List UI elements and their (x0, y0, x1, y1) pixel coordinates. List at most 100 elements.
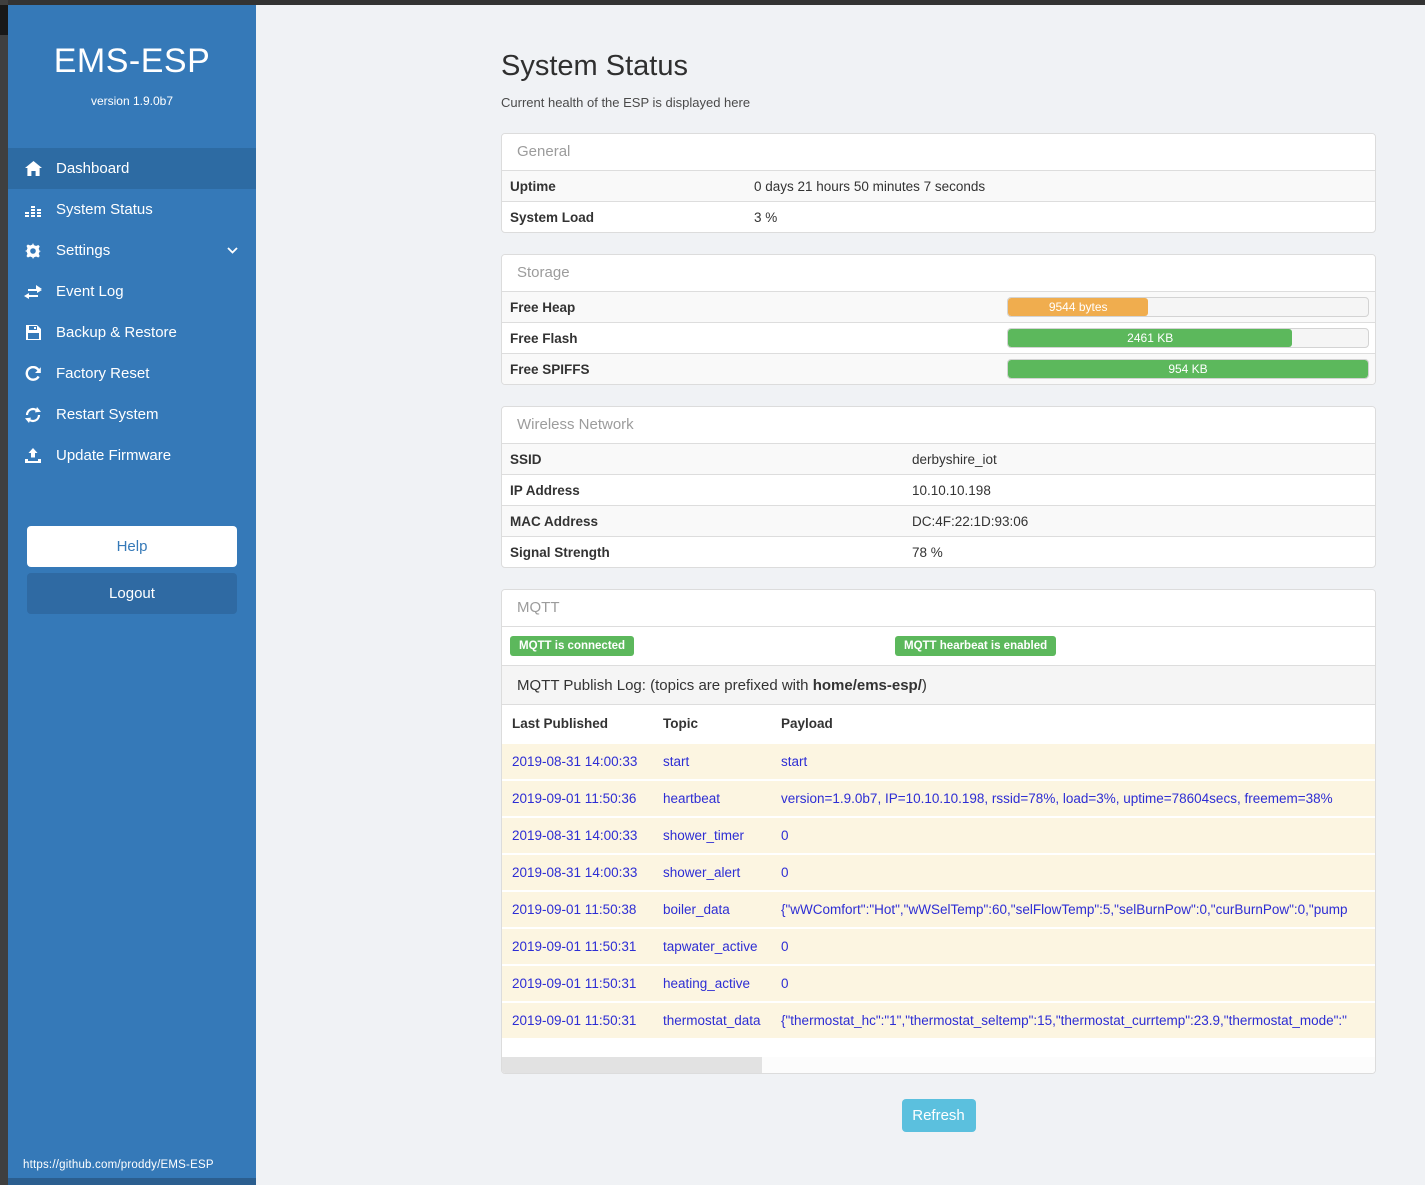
help-button[interactable]: Help (27, 526, 237, 567)
row-value: DC:4F:22:1D:93:06 (912, 513, 1029, 529)
exchange-icon (23, 284, 43, 299)
free-heap-progress-bar: 9544 bytes (1008, 298, 1149, 316)
uptime-row: Uptime 0 days 21 hours 50 minutes 7 secon… (502, 170, 1375, 201)
log-payload: start (781, 754, 808, 769)
row-label: IP Address (510, 482, 580, 498)
sidebar-item-label: Factory Reset (56, 365, 150, 382)
sidebar-header: EMS-ESP version 1.9.0b7 (8, 0, 256, 108)
row-label: MAC Address (510, 513, 599, 529)
row-value: 10.10.10.198 (912, 482, 991, 498)
panel-mqtt-title: MQTT (502, 590, 1375, 626)
log-title-prefix: MQTT Publish Log: (topics are prefixed w… (517, 677, 813, 694)
log-payload: version=1.9.0b7, IP=10.10.10.198, rssid=… (781, 791, 1333, 806)
mqtt-table-spacer (502, 1038, 1375, 1057)
sidebar-item-update-firmware[interactable]: Update Firmware (8, 435, 256, 476)
sidebar-item-label: Dashboard (56, 160, 130, 177)
mqtt-table-header: Last Published Topic Payload (502, 705, 1375, 742)
sidebar-item-label: Event Log (56, 283, 124, 300)
log-last-published: 2019-08-31 14:00:33 (512, 865, 638, 880)
mqtt-log-row: 2019-08-31 14:00:33 shower_timer 0 (502, 816, 1375, 853)
logout-button[interactable]: Logout (27, 573, 237, 614)
sidebar-item-dashboard[interactable]: Dashboard (8, 148, 256, 189)
app-title: EMS-ESP (53, 42, 211, 80)
panel-mqtt: MQTT MQTT is connected MQTT hearbeat is … (501, 589, 1376, 1074)
panel-wireless-title: Wireless Network (502, 407, 1375, 443)
row-label: Signal Strength (510, 544, 610, 560)
page-scrollbar-thumb[interactable] (0, 5, 8, 35)
sidebar: EMS-ESP version 1.9.0b7 Dashboard System … (8, 0, 256, 1185)
mqtt-log-row: 2019-09-01 11:50:31 tapwater_active 0 (502, 927, 1375, 964)
github-link[interactable]: https://github.com/proddy/EMS-ESP (23, 1159, 214, 1171)
sidebar-item-label: Restart System (56, 406, 159, 423)
upload-icon (23, 448, 43, 463)
log-payload: 0 (781, 976, 789, 991)
sidebar-item-system-status[interactable]: System Status (8, 189, 256, 230)
sidebar-nav: Dashboard System Status Settings Event Log B… (8, 148, 256, 476)
sidebar-item-restart-system[interactable]: Restart System (8, 394, 256, 435)
mqtt-log-row: 2019-09-01 11:50:31 thermostat_data {"ther… (502, 1001, 1375, 1038)
refresh-icon (23, 406, 43, 423)
window-top-edge (0, 0, 1425, 5)
refresh-button[interactable]: Refresh (901, 1099, 976, 1132)
log-payload: 0 (781, 865, 789, 880)
log-last-published: 2019-08-31 14:00:33 (512, 754, 638, 769)
levels-icon (23, 203, 43, 217)
mqtt-badge-row: MQTT is connected MQTT hearbeat is enabl… (502, 626, 1375, 665)
row-label: Free SPIFFS (510, 361, 590, 377)
log-last-published: 2019-09-01 11:50:36 (512, 791, 637, 806)
free-flash-row: Free Flash 2461 KB (502, 322, 1375, 353)
page-title: System Status (501, 50, 688, 82)
log-title-topic-prefix: home/ems-esp/ (812, 677, 922, 694)
free-flash-progress-track: 2461 KB (1007, 328, 1369, 348)
sidebar-item-backup-restore[interactable]: Backup & Restore (8, 312, 256, 353)
mqtt-hscrollbar-thumb[interactable] (502, 1057, 762, 1073)
sidebar-item-event-log[interactable]: Event Log (8, 271, 256, 312)
row-label: Free Heap (510, 299, 576, 315)
main-content: System Status Current health of the ESP … (256, 0, 1425, 1185)
mqtt-log-row: 2019-09-01 11:50:36 heartbeat version=1.9.… (502, 779, 1375, 816)
log-last-published: 2019-09-01 11:50:31 (512, 939, 637, 954)
log-topic: shower_alert (663, 865, 741, 880)
log-payload: {"thermostat_hc":"1","thermostat_seltemp… (781, 1013, 1347, 1028)
panel-storage-title: Storage (502, 255, 1375, 291)
row-value: 0 days 21 hours 50 minutes 7 seconds (754, 178, 986, 194)
log-last-published: 2019-09-01 11:50:31 (512, 1013, 637, 1028)
log-payload: {"wWComfort":"Hot","wWSelTemp":60,"selFl… (781, 902, 1348, 917)
mqtt-connected-badge: MQTT is connected (510, 636, 635, 656)
log-topic: shower_timer (663, 828, 745, 843)
panel-general-title: General (502, 134, 1375, 170)
sidebar-item-label: Backup & Restore (56, 324, 177, 341)
sidebar-item-label: Update Firmware (56, 447, 172, 464)
row-label: System Load (510, 209, 595, 225)
mqtt-heartbeat-badge: MQTT hearbeat is enabled (895, 636, 1057, 656)
page-subtitle: Current health of the ESP is displayed h… (501, 95, 751, 110)
gear-icon (23, 242, 43, 259)
panel-general: General Uptime 0 days 21 hours 50 minutes… (501, 133, 1376, 233)
mqtt-hscrollbar-track[interactable] (502, 1057, 1375, 1073)
mqtt-log-row: 2019-08-31 14:00:33 start start (502, 742, 1375, 779)
row-label: Free Flash (510, 330, 578, 346)
log-payload: 0 (781, 828, 789, 843)
log-topic: boiler_data (663, 902, 730, 917)
log-topic: heartbeat (663, 791, 721, 806)
row-value: 78 % (912, 544, 943, 560)
log-last-published: 2019-09-01 11:50:31 (512, 976, 637, 991)
free-spiffs-progress-track: 954 KB (1007, 359, 1369, 379)
ssid-row: SSID derbyshire_iot (502, 443, 1375, 474)
system-load-row: System Load 3 % (502, 201, 1375, 232)
sidebar-item-factory-reset[interactable]: Factory Reset (8, 353, 256, 394)
sidebar-item-settings[interactable]: Settings (8, 230, 256, 271)
home-icon (23, 161, 43, 176)
page-scrollbar-track[interactable] (0, 0, 8, 1185)
column-header-last-published: Last Published (512, 716, 609, 731)
row-label: SSID (510, 451, 542, 467)
mqtt-log-row: 2019-09-01 11:50:38 boiler_data {"wWComfor… (502, 890, 1375, 927)
free-heap-progress-track: 9544 bytes (1007, 297, 1369, 317)
log-last-published: 2019-08-31 14:00:33 (512, 828, 638, 843)
log-topic: thermostat_data (663, 1013, 761, 1028)
sidebar-item-label: System Status (56, 201, 153, 218)
app-version: version 1.9.0b7 (90, 94, 174, 108)
log-payload: 0 (781, 939, 789, 954)
log-title-suffix: ) (921, 677, 927, 694)
mqtt-log-row: 2019-09-01 11:50:31 heating_active 0 (502, 964, 1375, 1001)
